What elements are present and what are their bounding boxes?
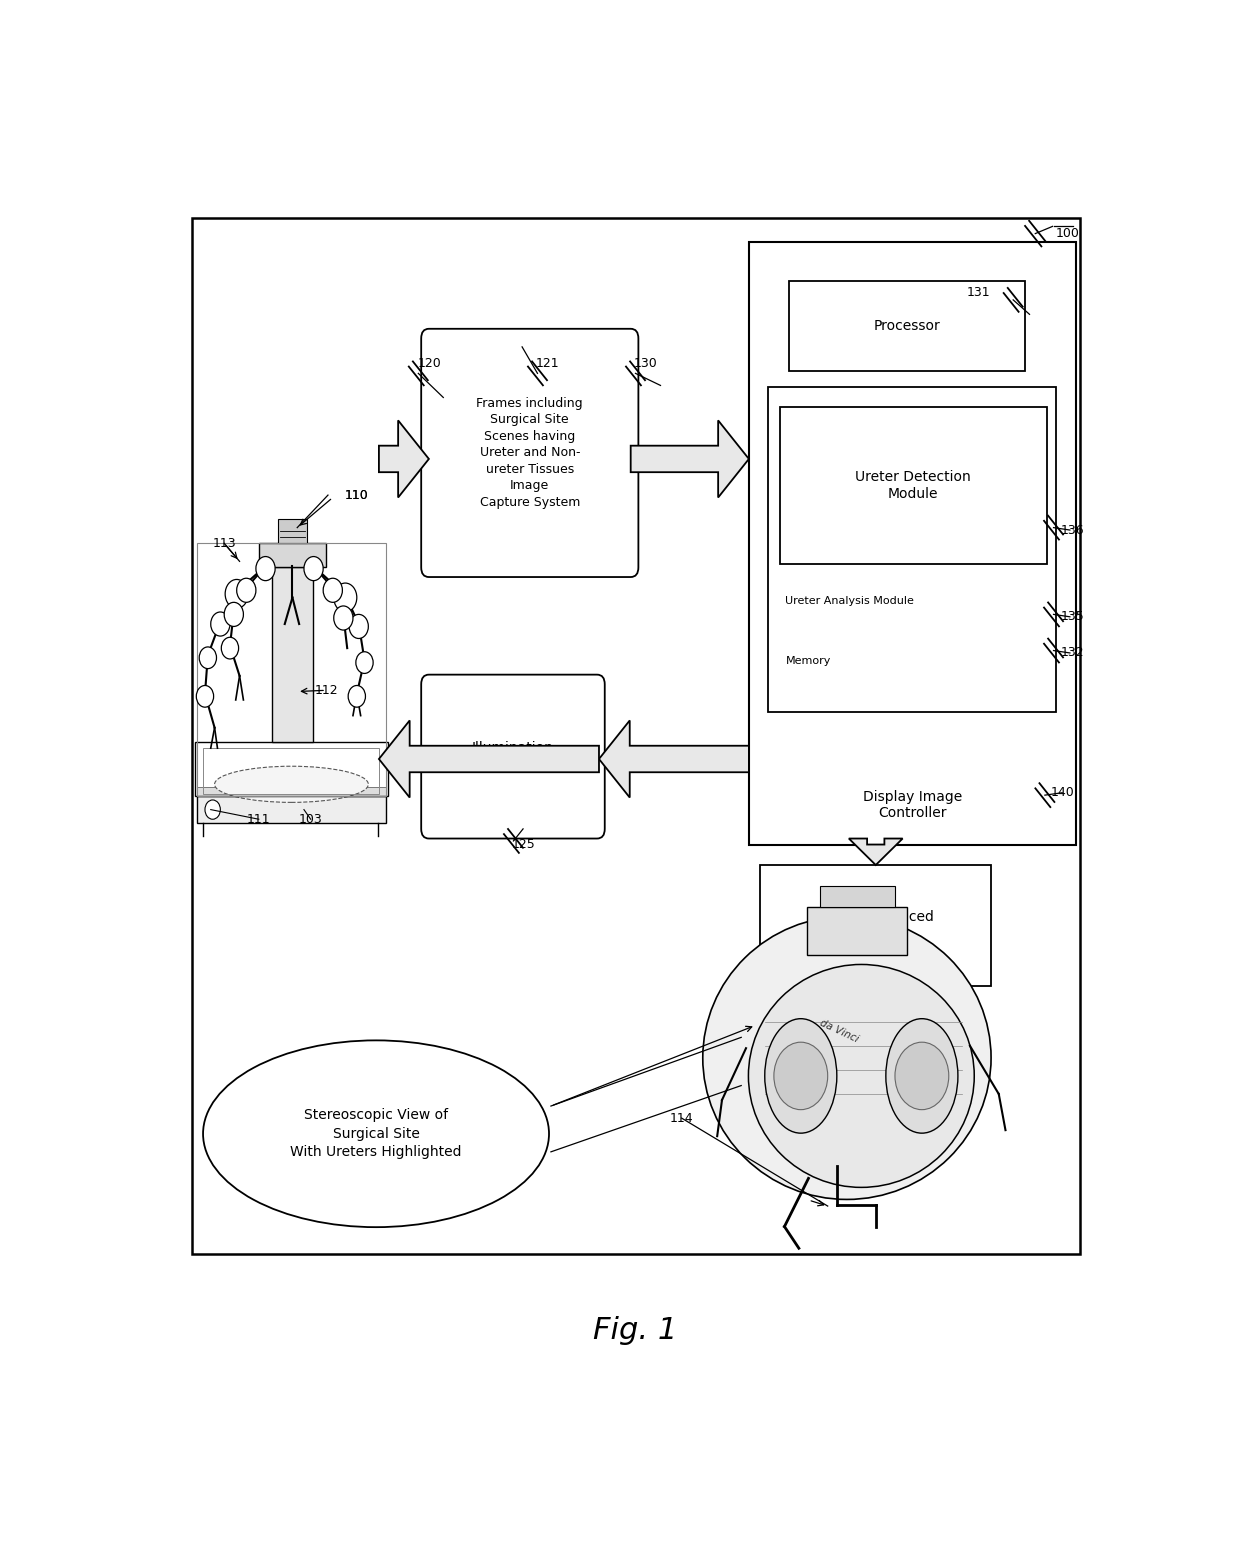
Text: Ureter Detection
Module: Ureter Detection Module bbox=[856, 471, 971, 501]
Text: 121: 121 bbox=[536, 357, 559, 371]
Polygon shape bbox=[631, 421, 749, 498]
Polygon shape bbox=[379, 720, 599, 798]
Text: 114: 114 bbox=[670, 1111, 693, 1125]
Text: Ureter Analysis Module: Ureter Analysis Module bbox=[785, 596, 914, 606]
Circle shape bbox=[350, 615, 368, 639]
Polygon shape bbox=[379, 421, 429, 498]
Text: 111: 111 bbox=[247, 812, 270, 826]
Text: 110: 110 bbox=[345, 488, 368, 502]
Circle shape bbox=[895, 1042, 949, 1110]
Text: 100: 100 bbox=[1056, 227, 1080, 239]
Circle shape bbox=[205, 800, 221, 818]
Bar bbox=[768, 387, 1056, 712]
Circle shape bbox=[237, 577, 255, 603]
Bar bbox=[806, 908, 908, 955]
Text: Frames including
Surgical Site
Scenes having
Ureter and Non-
ureter Tissues
Imag: Frames including Surgical Site Scenes ha… bbox=[476, 398, 583, 509]
Circle shape bbox=[224, 603, 243, 626]
Ellipse shape bbox=[749, 964, 975, 1188]
Text: 140: 140 bbox=[1050, 786, 1074, 800]
Circle shape bbox=[334, 584, 357, 612]
Bar bbox=[191, 218, 1080, 1254]
Text: 131: 131 bbox=[967, 286, 991, 299]
Ellipse shape bbox=[215, 767, 368, 803]
Text: 113: 113 bbox=[212, 537, 236, 549]
Bar bbox=[197, 543, 386, 797]
Bar bbox=[760, 865, 991, 986]
Text: 136: 136 bbox=[1061, 524, 1085, 537]
Text: 130: 130 bbox=[634, 357, 657, 371]
Polygon shape bbox=[849, 839, 903, 865]
Bar bbox=[749, 243, 1075, 845]
Circle shape bbox=[774, 1042, 828, 1110]
FancyBboxPatch shape bbox=[422, 675, 605, 839]
Circle shape bbox=[221, 637, 238, 659]
Ellipse shape bbox=[765, 1019, 837, 1133]
Circle shape bbox=[226, 579, 248, 609]
Text: Memory: Memory bbox=[785, 656, 831, 667]
Circle shape bbox=[196, 685, 213, 707]
Bar bbox=[196, 742, 388, 797]
Text: 125: 125 bbox=[511, 837, 534, 851]
Circle shape bbox=[304, 557, 324, 581]
Bar bbox=[197, 797, 386, 823]
Text: Illumination
System: Illumination System bbox=[472, 742, 554, 772]
Circle shape bbox=[324, 577, 342, 603]
Text: 132: 132 bbox=[1061, 646, 1085, 659]
FancyBboxPatch shape bbox=[422, 329, 639, 577]
Text: 112: 112 bbox=[314, 684, 337, 696]
Bar bbox=[789, 280, 1024, 371]
Bar bbox=[278, 520, 306, 543]
Bar bbox=[780, 407, 1047, 563]
Text: 110: 110 bbox=[345, 488, 368, 502]
Bar bbox=[197, 787, 386, 797]
Text: Fig. 1: Fig. 1 bbox=[594, 1316, 677, 1344]
Polygon shape bbox=[599, 720, 749, 798]
Text: Stereoscopic View of
Surgical Site
With Ureters Highlighted: Stereoscopic View of Surgical Site With … bbox=[290, 1108, 461, 1160]
Bar bbox=[820, 886, 895, 908]
Ellipse shape bbox=[885, 1019, 959, 1133]
Text: 135: 135 bbox=[1061, 610, 1085, 623]
Text: Processor: Processor bbox=[874, 319, 940, 333]
Text: Ureter Enhanced
Image: Ureter Enhanced Image bbox=[817, 911, 934, 941]
Bar bbox=[273, 568, 312, 742]
Circle shape bbox=[255, 557, 275, 581]
Ellipse shape bbox=[203, 1041, 549, 1227]
Text: da Vinci: da Vinci bbox=[818, 1019, 861, 1044]
Text: Display Image
Controller: Display Image Controller bbox=[863, 790, 962, 820]
Bar bbox=[259, 543, 326, 568]
Ellipse shape bbox=[703, 916, 991, 1199]
Circle shape bbox=[356, 651, 373, 673]
Circle shape bbox=[348, 685, 366, 707]
Circle shape bbox=[211, 612, 229, 635]
Text: 103: 103 bbox=[299, 812, 322, 826]
Circle shape bbox=[334, 606, 353, 631]
Bar bbox=[203, 748, 379, 793]
Text: 120: 120 bbox=[418, 357, 441, 371]
Circle shape bbox=[200, 646, 217, 668]
